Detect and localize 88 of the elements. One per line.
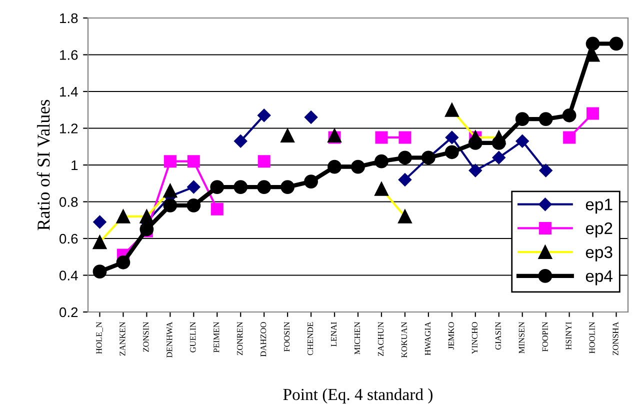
point [280,128,295,143]
point [445,130,458,144]
point [586,36,600,51]
point [516,134,529,148]
legend-label: ep2 [586,222,612,238]
x-tick-label: GUELIN [190,322,196,352]
point [187,155,200,168]
x-tick-label: KOKUAN [401,322,408,358]
point [586,107,600,120]
y-tick-label: 0.4 [60,270,78,280]
point [280,180,295,194]
point [444,102,459,117]
y-tick-label: 1.4 [60,86,78,97]
y-tick-label: 0.2 [60,307,78,318]
x-tick-label: CHENDE [308,322,314,356]
x-tick-label: HSINYI [566,322,572,350]
y-tick-label: 0.6 [60,234,78,244]
point [375,131,388,144]
point [538,112,553,126]
point [374,154,388,168]
point [328,160,342,174]
point [468,136,482,150]
point [140,222,154,236]
point [492,136,506,150]
point [92,264,107,279]
point [304,174,318,188]
x-tick-label: ZONSHA [612,322,618,356]
x-tick-label: YINCHO [472,322,478,354]
point [563,131,576,144]
point [562,108,576,122]
x-tick-label: DAHZOO [260,322,266,357]
x-tick-label: HOLE_N [96,322,103,354]
point [304,110,318,124]
legend-label: ep1 [586,198,612,214]
point [258,108,271,122]
point [164,155,176,168]
x-tick-label: LENAI [331,322,337,346]
point [210,180,224,194]
point [116,255,130,270]
point [539,164,552,178]
x-tick-label: MINSEN [518,322,524,354]
x-tick-label: DENHWA [166,322,172,358]
x-tick-label: HWAGIA [424,322,431,356]
x-tick-label: ZONSIN [143,322,149,352]
point [444,145,459,160]
y-axis-title: Ratio of SI Values [36,100,50,230]
x-tick-label: GIASIN [495,322,501,350]
point [258,155,270,168]
point [234,180,248,194]
point [234,134,248,148]
x-tick-label: PEIMEN [214,322,220,352]
point [398,173,412,186]
legend-label: ep3 [586,246,612,262]
point [374,182,388,196]
point [210,202,224,216]
point [187,180,200,194]
point [116,210,130,224]
point [398,150,412,165]
point [351,160,365,174]
point [515,112,530,126]
y-tick-label: 1 [72,160,78,170]
point [257,180,272,194]
point [328,128,342,143]
x-tick-label: FOOSIN [284,322,290,352]
y-tick-label: 1.8 [60,13,78,24]
x-tick-label: JEMKO [448,322,454,350]
point [398,210,412,224]
point [93,215,106,229]
x-tick-label: FOOPIN [542,322,548,352]
point [609,36,624,51]
x-axis-title: Point (Eq. 4 standard ) [283,388,432,404]
y-tick-label: 1.6 [60,50,78,60]
x-tick-label: ZANKEN [120,322,126,356]
point [163,198,178,212]
point [163,184,178,198]
point [468,164,482,178]
y-tick-label: 1.2 [60,124,78,134]
y-tick-label: 0.8 [60,197,78,207]
x-tick-label: MICHEN [354,322,360,354]
point [92,235,107,250]
point [492,151,506,164]
x-tick-label: HOOLIN [589,322,595,354]
point [140,210,154,224]
point [186,198,201,212]
x-tick-label: ZONREN [237,322,243,356]
point [398,131,412,144]
legend-label: ep4 [586,270,613,286]
x-tick-label: ZACHUN [378,322,384,356]
